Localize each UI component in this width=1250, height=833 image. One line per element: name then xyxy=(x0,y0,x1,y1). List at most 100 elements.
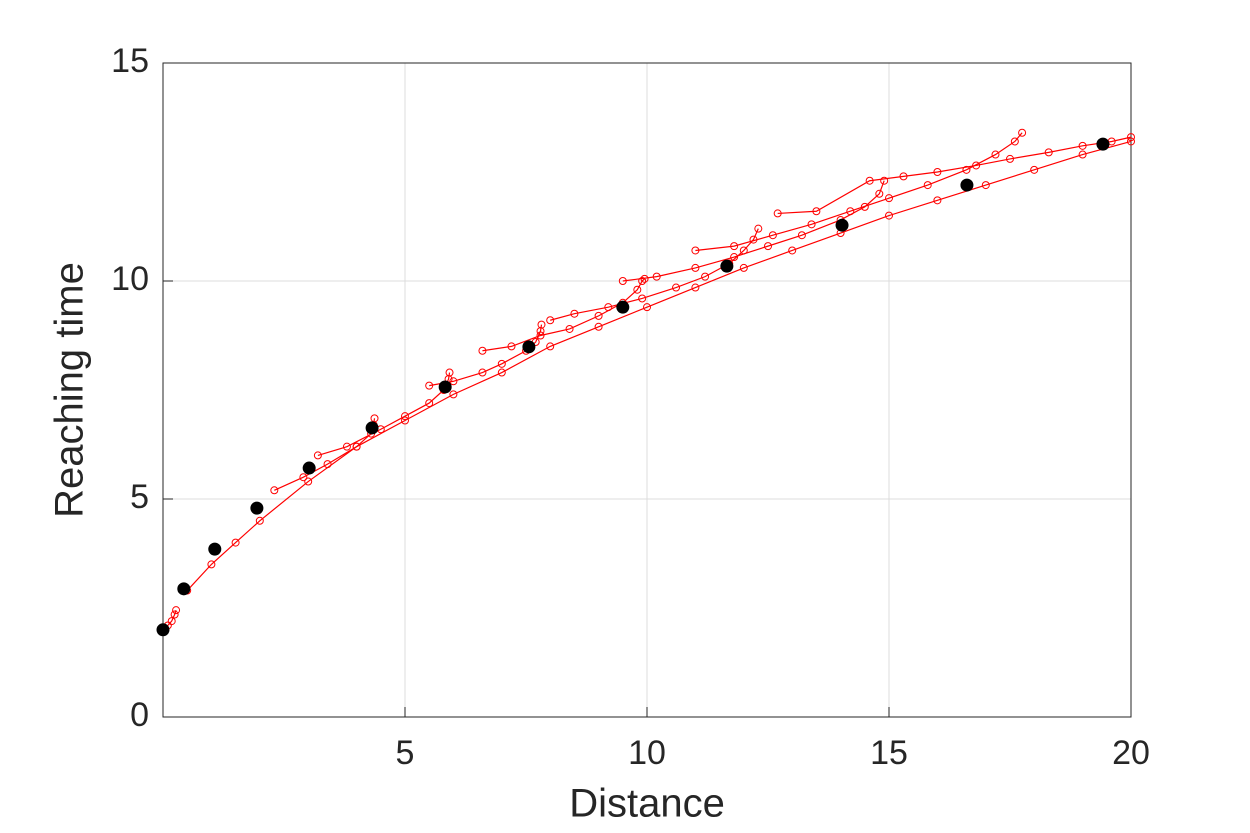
data-point xyxy=(923,181,932,190)
data-point xyxy=(302,461,316,475)
data-point xyxy=(652,272,661,281)
data-point xyxy=(401,412,409,421)
data-point xyxy=(208,542,222,556)
x-axis-label: Distance xyxy=(569,782,725,826)
data-point xyxy=(807,220,816,229)
data-point xyxy=(981,181,990,190)
data-point xyxy=(425,381,434,390)
data-point xyxy=(701,272,710,281)
series-line xyxy=(777,136,1132,215)
data-point xyxy=(594,311,603,320)
data-point xyxy=(691,263,700,272)
y-axis-label: Reaching time xyxy=(48,262,92,518)
x-tick-label: 20 xyxy=(1112,734,1150,772)
data-point xyxy=(604,303,613,312)
data-point xyxy=(885,211,893,220)
x-tick-label: 15 xyxy=(870,734,908,772)
data-point xyxy=(449,377,458,386)
data-point xyxy=(691,246,700,255)
data-point xyxy=(445,368,454,377)
data-point xyxy=(342,442,351,451)
data-point xyxy=(672,283,681,292)
data-point xyxy=(812,207,821,216)
data-point xyxy=(885,194,893,203)
data-point xyxy=(594,322,603,331)
data-point xyxy=(1078,150,1087,159)
data-point xyxy=(401,416,409,425)
data-point xyxy=(507,342,516,351)
data-point xyxy=(1044,148,1053,157)
data-point xyxy=(788,246,797,255)
data-point xyxy=(835,218,849,232)
series-line xyxy=(186,140,1132,591)
data-point xyxy=(730,253,739,262)
data-point xyxy=(691,283,700,292)
series-line xyxy=(429,324,543,387)
data-point xyxy=(323,460,332,469)
data-point xyxy=(177,582,191,596)
data-point xyxy=(546,316,555,325)
series-line xyxy=(317,372,451,456)
data-point xyxy=(730,242,739,251)
data-point xyxy=(773,209,782,218)
data-point xyxy=(299,473,308,482)
data-point xyxy=(304,477,313,486)
data-point xyxy=(570,309,579,318)
data-point xyxy=(1127,137,1135,146)
data-point xyxy=(720,259,734,273)
data-point xyxy=(313,451,322,460)
x-tick-label: 5 xyxy=(396,734,415,772)
data-point xyxy=(478,368,487,377)
data-point xyxy=(565,324,574,333)
series-line xyxy=(622,180,885,282)
data-point xyxy=(156,623,170,637)
plot-frame xyxy=(162,62,1132,718)
data-point xyxy=(643,303,651,312)
data-point xyxy=(497,359,506,368)
data-point xyxy=(633,285,642,294)
data-point xyxy=(1010,137,1019,146)
data-point xyxy=(1096,137,1110,151)
series-line xyxy=(274,418,376,491)
data-point xyxy=(231,538,240,547)
data-point xyxy=(962,165,971,174)
data-point xyxy=(207,560,216,569)
data-point xyxy=(250,501,264,515)
data-point xyxy=(522,340,536,354)
data-point xyxy=(880,176,889,185)
data-point xyxy=(365,421,379,435)
data-point xyxy=(865,176,874,185)
data-point xyxy=(170,610,179,619)
data-point xyxy=(255,516,264,525)
data-point xyxy=(370,414,379,423)
data-point xyxy=(739,263,748,272)
data-point xyxy=(497,368,506,377)
data-point xyxy=(899,172,908,181)
y-tick-label: 10 xyxy=(111,260,149,298)
data-point xyxy=(638,277,647,285)
data-point xyxy=(1078,141,1087,150)
data-point xyxy=(754,224,763,233)
data-point xyxy=(875,189,884,198)
data-point xyxy=(846,207,855,216)
data-point xyxy=(1127,133,1135,142)
data-point xyxy=(638,294,647,303)
data-point xyxy=(933,168,942,176)
x-tick-label: 10 xyxy=(628,734,666,772)
data-point xyxy=(1006,154,1014,163)
data-point xyxy=(449,390,458,399)
data-point xyxy=(167,617,176,626)
y-tick-label: 15 xyxy=(111,42,149,80)
data-point xyxy=(1030,165,1039,174)
data-point xyxy=(960,178,974,192)
data-point xyxy=(768,231,777,240)
data-point xyxy=(352,442,361,451)
y-tick-label: 5 xyxy=(130,478,149,516)
data-point xyxy=(537,320,546,329)
series-line xyxy=(482,278,645,352)
data-point xyxy=(616,300,630,314)
data-point xyxy=(536,331,545,340)
data-point xyxy=(546,342,555,351)
data-point xyxy=(438,380,452,394)
